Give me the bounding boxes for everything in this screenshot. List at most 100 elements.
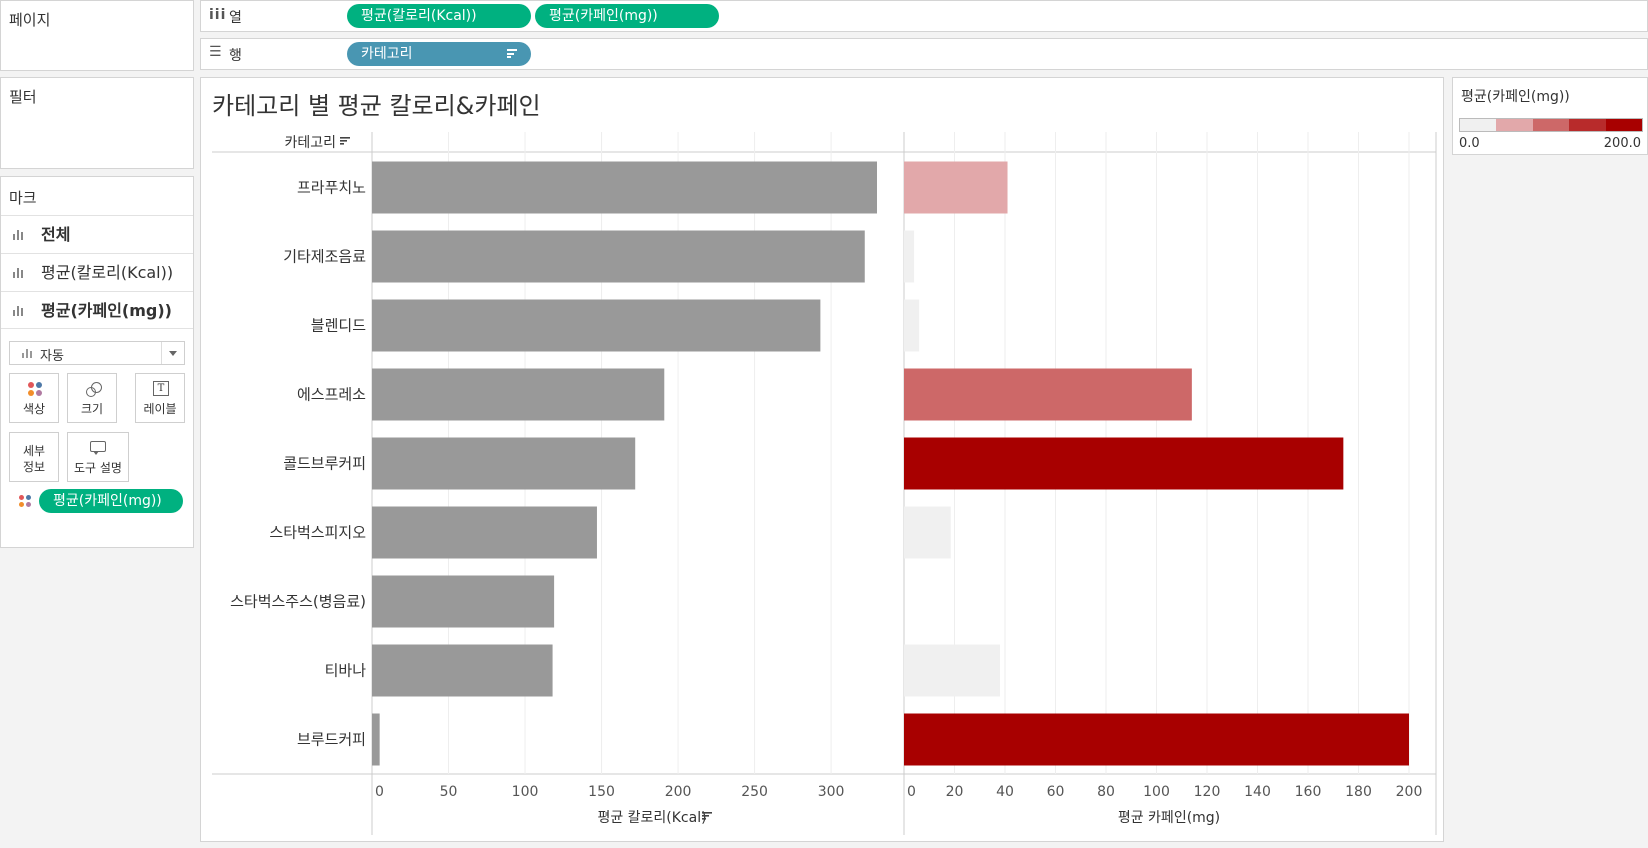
legend-swatch (1460, 119, 1497, 131)
category-label: 블렌디드 (311, 317, 366, 335)
size-card-label: 크기 (80, 402, 104, 416)
color-dots-icon (28, 382, 42, 396)
size-card[interactable]: 크기 (67, 373, 117, 423)
rows-shelf-label: 행 (229, 48, 242, 64)
sort-icon-line (340, 137, 350, 139)
color-field-pill[interactable]: 평균(카페인(mg)) (39, 489, 183, 513)
x-tick-label: 20 (946, 784, 964, 800)
sort-icon-line (340, 143, 344, 145)
mark-layer-all[interactable]: 전체 (1, 215, 193, 253)
calorie-bar (372, 368, 665, 421)
color-legend[interactable]: 평균(카페인(mg)) 0.0 200.0 (1452, 77, 1648, 155)
x-axis-title: 평균 칼로리(Kcal) (597, 810, 706, 826)
x-tick-label: 200 (1396, 784, 1423, 800)
bar-chart-icon (13, 306, 25, 316)
calorie-bar (372, 437, 636, 490)
legend-swatch (1605, 119, 1643, 131)
x-tick-label: 60 (1047, 784, 1065, 800)
filters-title: 필터 (9, 88, 37, 106)
rows-icon: ☰ (209, 44, 222, 60)
legend-color-ramp (1459, 118, 1643, 132)
x-tick-label: 250 (741, 784, 768, 800)
calorie-bar (372, 506, 597, 559)
mark-type-value: 자동 (40, 349, 64, 364)
x-tick-label: 160 (1295, 784, 1322, 800)
x-tick-label: 0 (375, 784, 384, 800)
tooltip-card[interactable]: 도구 설명 (67, 432, 129, 482)
filters-panel[interactable]: 필터 (0, 77, 194, 169)
x-tick-label: 0 (907, 784, 916, 800)
bar-chart-icon (13, 268, 25, 278)
rows-pill-category[interactable]: 카테고리 (347, 42, 531, 66)
category-label: 스타벅스주스(병음료) (230, 593, 366, 611)
category-label: 콜드브루커피 (283, 455, 366, 473)
legend-max-label: 200.0 (1603, 136, 1641, 151)
detail-card-label-line2: 정보 (22, 460, 46, 474)
dropdown-divider (161, 342, 162, 364)
category-label: 프라푸치노 (297, 179, 366, 197)
mark-layer-label: 전체 (41, 225, 71, 244)
calorie-bar (372, 230, 865, 283)
x-tick-label: 300 (818, 784, 845, 800)
color-card[interactable]: 색상 (9, 373, 59, 423)
calorie-bar (372, 299, 821, 352)
marks-panel: 마크 전체 평균(칼로리(Kcal)) 평균(카페인(mg)) 자동 색상 (0, 176, 194, 548)
size-icon (86, 382, 102, 397)
columns-shelf-label: 열 (229, 10, 242, 26)
detail-card[interactable]: 세부 정보 (9, 432, 59, 482)
caffeine-bar (904, 161, 1008, 214)
x-tick-label: 180 (1345, 784, 1372, 800)
legend-swatch (1532, 119, 1570, 131)
sort-icon-line (702, 815, 709, 817)
category-label: 티바나 (325, 662, 367, 680)
x-tick-label: 120 (1194, 784, 1221, 800)
x-tick-label: 50 (440, 784, 458, 800)
x-tick-label: 40 (996, 784, 1014, 800)
category-label: 스타벅스피지오 (269, 524, 366, 542)
mark-layer-label: 평균(카페인(mg)) (41, 301, 172, 320)
caffeine-bar (904, 368, 1192, 421)
category-label: 기타제조음료 (283, 248, 366, 266)
rows-shelf[interactable]: ☰ 행 카테고리 (200, 38, 1648, 70)
color-dots-icon (19, 495, 31, 507)
marks-title: 마크 (9, 189, 37, 207)
rows-pill-label: 카테고리 (361, 46, 413, 62)
x-tick-label: 100 (1143, 784, 1170, 800)
color-card-label: 색상 (22, 402, 46, 416)
sort-icon[interactable] (340, 137, 350, 145)
columns-pill-caffeine[interactable]: 평균(카페인(mg)) (535, 4, 719, 28)
label-card[interactable]: T 레이블 (135, 373, 185, 423)
text-label-icon: T (153, 381, 169, 396)
label-card-label: 레이블 (143, 402, 177, 416)
legend-title: 평균(카페인(mg)) (1461, 89, 1570, 105)
columns-shelf[interactable]: iii 열 평균(칼로리(Kcal)) 평균(카페인(mg)) (200, 0, 1648, 32)
mark-layer-caffeine[interactable]: 평균(카페인(mg)) (1, 291, 193, 329)
sort-icon-line (702, 818, 706, 820)
x-tick-label: 200 (665, 784, 692, 800)
legend-swatch (1569, 119, 1606, 131)
sort-icon-line (340, 140, 347, 142)
calorie-bar (372, 161, 877, 214)
bar-chart-icon (22, 349, 32, 358)
caffeine-bar (904, 644, 1000, 697)
legend-min-label: 0.0 (1459, 136, 1480, 151)
x-tick-label: 100 (512, 784, 539, 800)
mark-type-dropdown[interactable]: 자동 (9, 341, 185, 365)
category-label: 브루드커피 (297, 731, 366, 749)
x-tick-label: 140 (1244, 784, 1271, 800)
mark-layer-calorie[interactable]: 평균(칼로리(Kcal)) (1, 253, 193, 291)
calorie-bar (372, 644, 553, 697)
columns-pill-calorie[interactable]: 평균(칼로리(Kcal)) (347, 4, 531, 28)
category-label: 에스프레소 (297, 386, 366, 404)
x-axis-title: 평균 카페인(mg) (1118, 810, 1220, 826)
pages-title: 페이지 (9, 11, 51, 29)
chart-title: 카테고리 별 평균 칼로리&카페인 (212, 92, 541, 120)
legend-swatch (1496, 119, 1533, 131)
caffeine-bar (904, 506, 951, 559)
sort-icon-line (702, 812, 712, 814)
mark-layer-label: 평균(칼로리(Kcal)) (41, 263, 174, 282)
sort-icon[interactable] (507, 49, 517, 58)
caffeine-bar (904, 713, 1409, 766)
calorie-bar (372, 575, 555, 628)
